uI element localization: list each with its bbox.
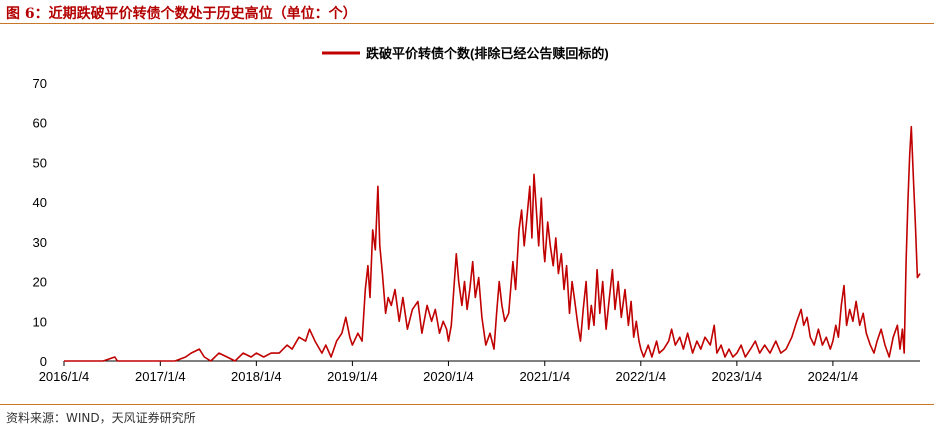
x-tick-label: 2019/1/4	[327, 369, 378, 384]
y-axis: 0 10 20 30 40 50 60 70	[33, 76, 47, 369]
legend-label: 跌破平价转债个数(排除已经公告赎回标的)	[366, 46, 609, 61]
y-tick-label: 10	[33, 314, 47, 329]
x-tick-label: 2021/1/4	[519, 369, 570, 384]
y-tick-label: 40	[33, 195, 47, 210]
series-line	[64, 125, 921, 362]
line-chart: 跌破平价转债个数(排除已经公告赎回标的) 0 10 20 30 40 50 60 70 201…	[33, 46, 921, 384]
x-tick-label: 2017/1/4	[135, 369, 186, 384]
source-note: 资料来源：WIND，天风证券研究所	[6, 411, 196, 425]
x-tick-label: 2022/1/4	[616, 369, 667, 384]
x-tick-label: 2016/1/4	[39, 369, 90, 384]
y-tick-label: 70	[33, 76, 47, 91]
y-tick-label: 0	[40, 354, 47, 369]
y-tick-label: 20	[33, 275, 47, 290]
x-tick-label: 2024/1/4	[808, 369, 859, 384]
figure-title: 图 6：近期跌破平价转债个数处于历史高位（单位：个）	[6, 6, 357, 22]
y-tick-label: 50	[33, 155, 47, 170]
chart-legend: 跌破平价转债个数(排除已经公告赎回标的)	[322, 46, 609, 61]
x-axis: 2016/1/4 2017/1/4 2018/1/4 2019/1/4 2020/1/4…	[39, 360, 920, 384]
top-rule	[0, 23, 934, 24]
y-tick-label: 30	[33, 235, 47, 250]
bottom-rule	[0, 404, 934, 405]
x-tick-label: 2020/1/4	[423, 369, 474, 384]
x-tick-label: 2018/1/4	[231, 369, 282, 384]
x-tick-label: 2023/1/4	[712, 369, 763, 384]
y-tick-label: 60	[33, 116, 47, 131]
